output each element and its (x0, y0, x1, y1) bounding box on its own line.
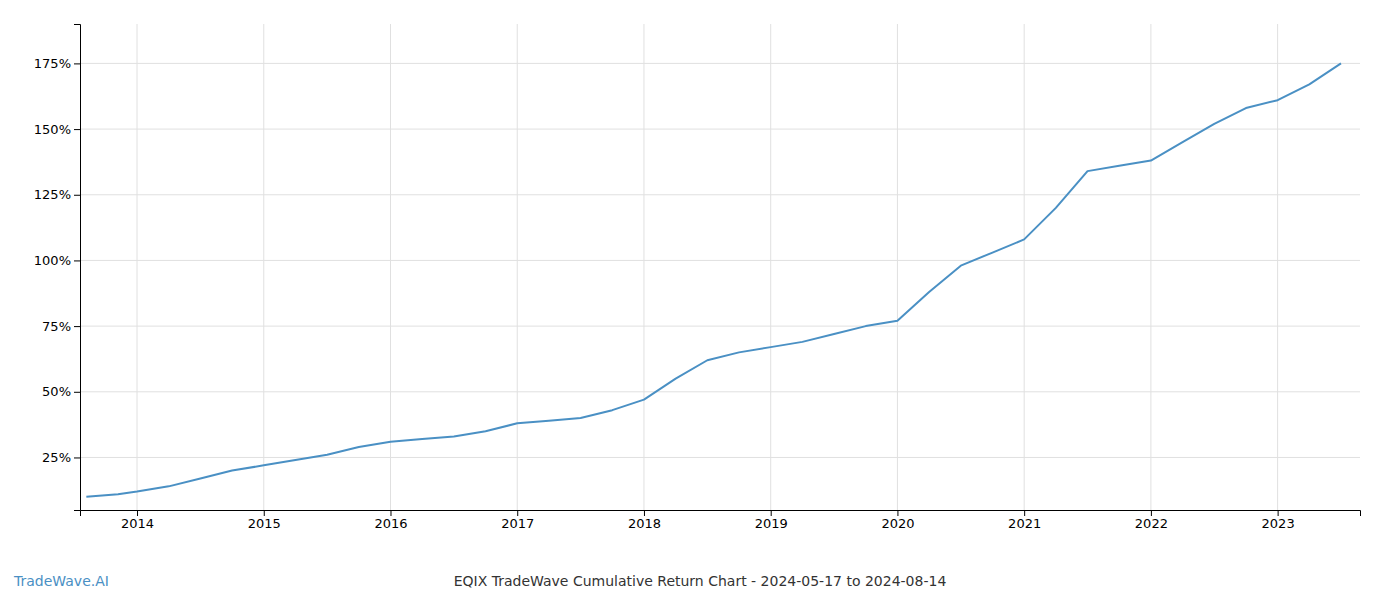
tick-label: 2020 (881, 516, 914, 531)
tick-label: 25% (42, 450, 71, 465)
plot-area: 2014 2015 2016 2017 2018 2019 2020 2021 2022 2023… (34, 24, 1361, 531)
grid-line (390, 24, 391, 510)
grid-line (80, 260, 1360, 261)
marks (86, 63, 1341, 496)
tick-label: 2019 (755, 516, 788, 531)
grid-line (517, 24, 518, 510)
tick-label: 2016 (374, 516, 407, 531)
tick: 2017 (501, 510, 534, 531)
grid-line (80, 326, 1360, 327)
tick: 2016 (374, 510, 407, 531)
tick-mark (74, 326, 80, 327)
grid-line (80, 391, 1360, 392)
tick-mark (264, 510, 265, 516)
tick-mark (771, 510, 772, 516)
tick: 2015 (248, 510, 281, 531)
tick-mark (74, 63, 80, 64)
tick-mark (74, 195, 80, 196)
tick-mark (644, 510, 645, 516)
line (86, 63, 1341, 496)
tick-label: 2014 (121, 516, 154, 531)
tick-mark (1151, 510, 1152, 516)
grid-line (137, 24, 138, 510)
tick: 2021 (1008, 510, 1041, 531)
tick: 150% (34, 122, 80, 137)
grid-line (643, 24, 644, 510)
tick-label: 2017 (501, 516, 534, 531)
tick: 2018 (628, 510, 661, 531)
grid-line (80, 63, 1360, 64)
grid-line (1150, 24, 1151, 510)
chart: 2014 2015 2016 2017 2018 2019 2020 2021 2022 2023… (0, 0, 1400, 600)
tick-mark (1024, 510, 1025, 516)
grid-line (1024, 24, 1025, 510)
tick: 75% (42, 319, 80, 334)
tick: 2020 (881, 510, 914, 531)
axis-line (74, 25, 81, 511)
tick-label: 150% (34, 122, 71, 137)
x-axis: 2014 2015 2016 2017 2018 2019 2020 2021 2022 2023 (81, 510, 1361, 531)
tick: 100% (34, 253, 80, 268)
tick-label: 75% (42, 319, 71, 334)
tick-label: 2018 (628, 516, 661, 531)
tick: 50% (42, 384, 80, 399)
tick-mark (517, 510, 518, 516)
tick: 175% (34, 56, 80, 71)
tick-mark (74, 260, 80, 261)
y-axis: 25% 50% 75% 100% 125% 150% 175% (34, 25, 81, 511)
grid-line (897, 24, 898, 510)
tick-label: 2022 (1135, 516, 1168, 531)
tick-mark (74, 129, 80, 130)
tick: 2023 (1262, 510, 1295, 531)
grid-line (1277, 24, 1278, 510)
grid-line (80, 129, 1360, 130)
tick-mark (1278, 510, 1279, 516)
tick: 25% (42, 450, 80, 465)
tick-label: 175% (34, 56, 71, 71)
tick: 2019 (755, 510, 788, 531)
tick-mark (74, 457, 80, 458)
tick: 2014 (121, 510, 154, 531)
tick-label: 125% (34, 187, 71, 202)
tick-label: 100% (34, 253, 71, 268)
grid-line (80, 457, 1360, 458)
grid-line (80, 194, 1360, 195)
annotation: TradeWave.AI (13, 573, 109, 589)
grid-line (263, 24, 264, 510)
title: EQIX TradeWave Cumulative Return Chart -… (454, 573, 947, 589)
axis-line (81, 511, 1361, 517)
tick-label: 2023 (1262, 516, 1295, 531)
grid-line (770, 24, 771, 510)
tick-label: 50% (42, 384, 71, 399)
tick: 125% (34, 187, 80, 202)
tick-mark (137, 510, 138, 516)
tick-label: 2015 (248, 516, 281, 531)
tick-mark (390, 510, 391, 516)
tick-mark (897, 510, 898, 516)
grid (80, 24, 1360, 510)
tick: 2022 (1135, 510, 1168, 531)
tick-mark (74, 392, 80, 393)
tick-label: 2021 (1008, 516, 1041, 531)
